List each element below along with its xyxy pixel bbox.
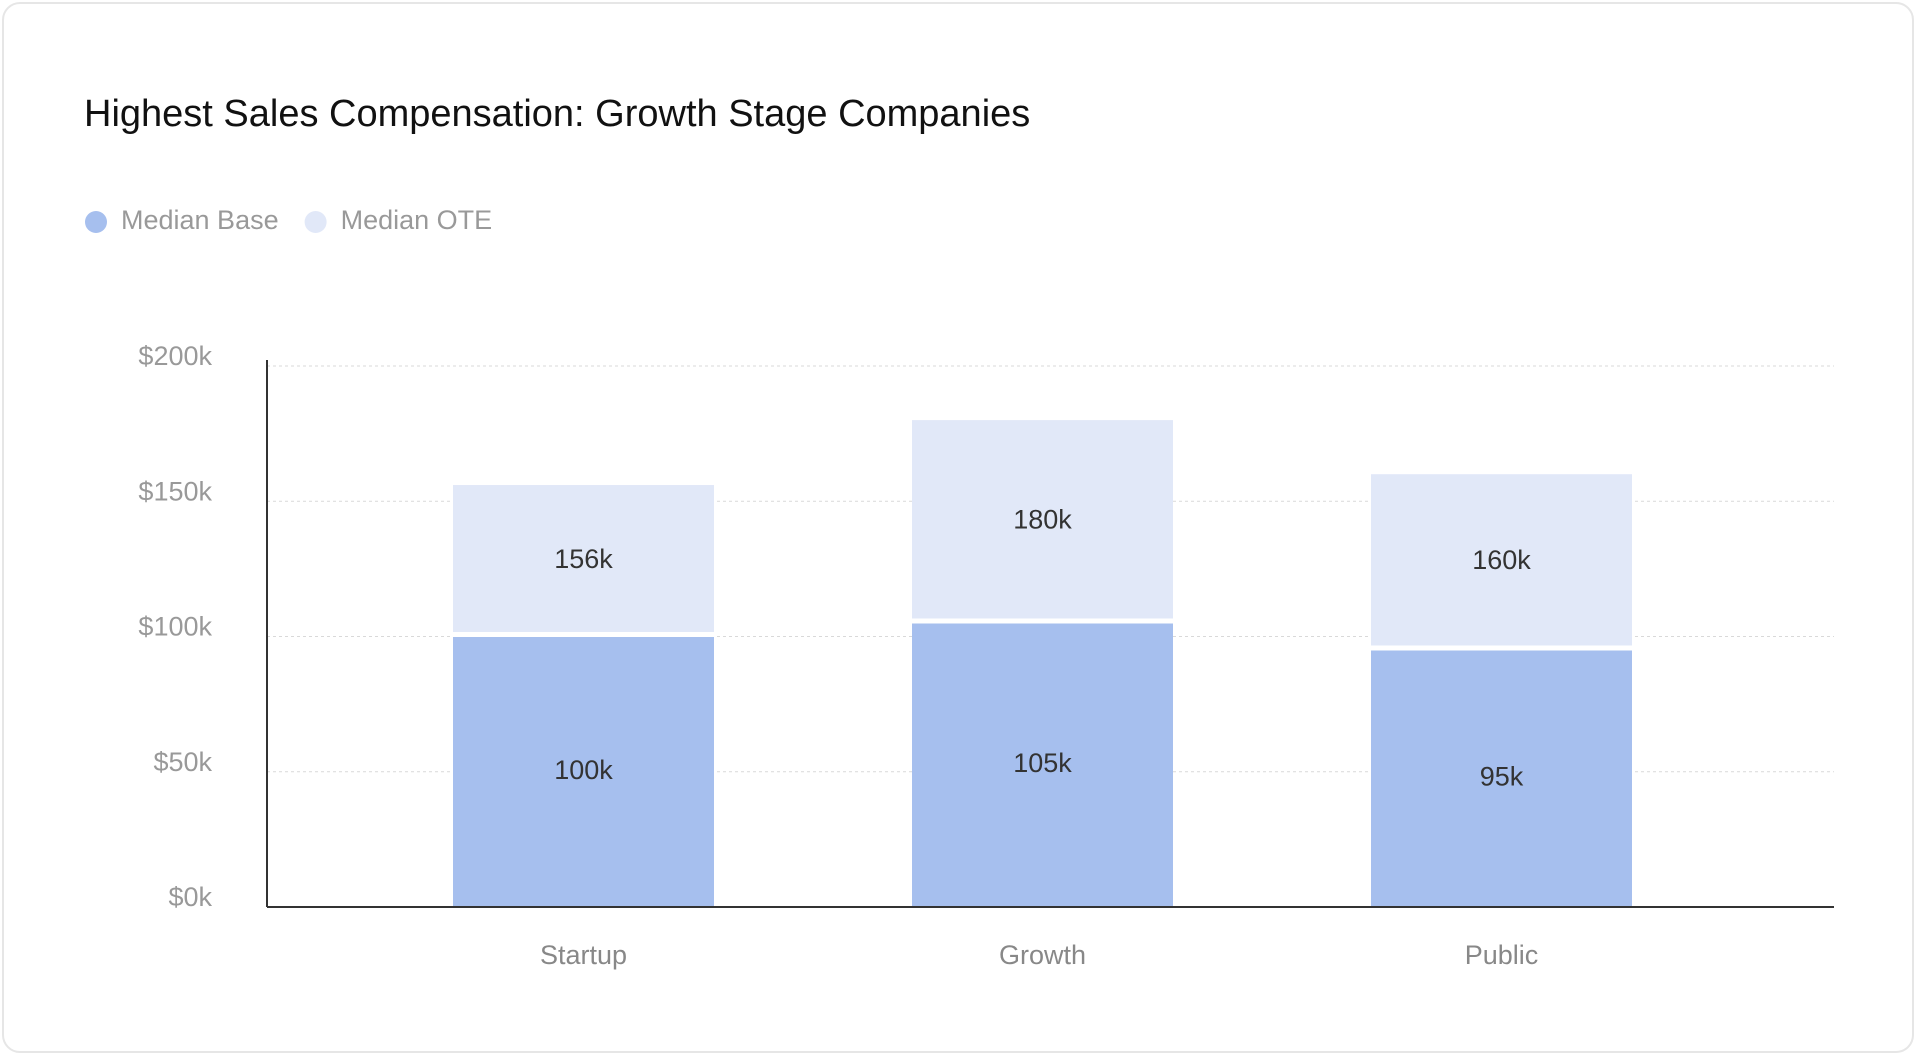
value-label: 100k (554, 755, 613, 785)
bar-base (453, 636, 714, 907)
x-tick-label: Public (1465, 940, 1539, 970)
x-tick-label: Startup (540, 940, 627, 970)
chart-title: Highest Sales Compensation: Growth Stage… (84, 93, 1030, 135)
value-label: 105k (1013, 748, 1072, 778)
legend-swatch (304, 211, 327, 233)
bar-base (912, 622, 1173, 907)
x-tick-label: Growth (999, 940, 1086, 970)
bar-base (1371, 650, 1632, 907)
legend-label: Median Base (121, 205, 279, 235)
value-label: 180k (1013, 505, 1072, 535)
value-label: 95k (1480, 762, 1524, 792)
y-tick-label: $100k (138, 612, 212, 642)
legend-label: Median OTE (341, 205, 493, 235)
value-label: 160k (1472, 545, 1531, 575)
y-tick-label: $0k (168, 882, 212, 912)
value-label: 156k (554, 544, 613, 574)
y-tick-label: $150k (138, 476, 212, 506)
legend-swatch (85, 211, 107, 233)
y-tick-label: $50k (153, 747, 212, 777)
y-tick-label: $200k (138, 341, 212, 371)
